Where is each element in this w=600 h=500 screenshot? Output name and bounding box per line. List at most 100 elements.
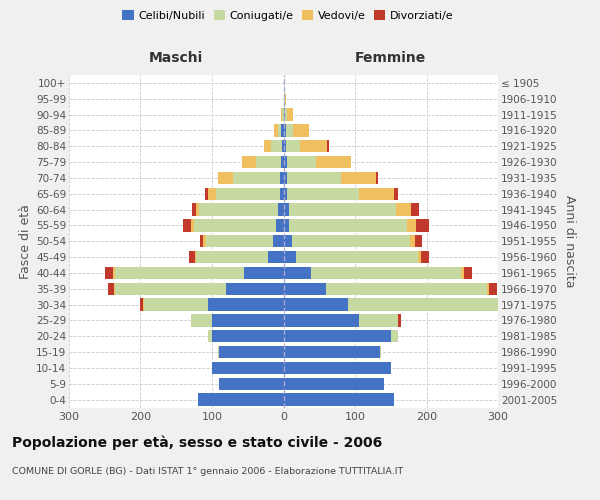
Bar <box>284 314 359 326</box>
Bar <box>203 235 206 248</box>
Bar <box>264 140 271 152</box>
Bar <box>284 251 296 264</box>
Bar <box>212 330 284 342</box>
Bar <box>284 204 289 216</box>
Bar <box>348 298 512 311</box>
Bar <box>285 108 287 121</box>
Bar <box>281 156 284 168</box>
Bar <box>278 124 281 136</box>
Bar <box>189 251 195 264</box>
Bar <box>286 140 300 152</box>
Bar <box>233 172 280 184</box>
Bar <box>512 298 513 311</box>
Text: Femmine: Femmine <box>355 51 427 65</box>
Bar <box>394 188 398 200</box>
Bar <box>256 156 281 168</box>
Bar <box>274 124 278 136</box>
Bar <box>380 346 381 358</box>
Bar <box>274 235 284 248</box>
Bar <box>218 172 233 184</box>
Bar <box>289 219 407 232</box>
Bar <box>226 282 284 295</box>
Bar <box>208 188 215 200</box>
Bar <box>277 219 284 232</box>
Bar <box>144 298 208 311</box>
Bar <box>289 204 396 216</box>
Bar <box>461 266 464 279</box>
Bar <box>284 219 289 232</box>
Bar <box>208 298 284 311</box>
Bar <box>316 156 352 168</box>
Bar <box>140 298 143 311</box>
Bar <box>513 298 516 311</box>
Bar <box>376 172 378 184</box>
Bar <box>287 172 341 184</box>
Bar <box>199 204 278 216</box>
Bar <box>219 346 284 358</box>
Bar <box>284 124 286 136</box>
Bar <box>489 282 497 295</box>
Bar <box>416 219 428 232</box>
Bar <box>412 204 419 216</box>
Bar <box>198 394 284 406</box>
Bar <box>191 219 194 232</box>
Y-axis label: Anni di nascita: Anni di nascita <box>563 195 576 288</box>
Bar <box>407 219 416 232</box>
Bar <box>212 314 284 326</box>
Bar <box>415 235 422 248</box>
Bar <box>115 266 244 279</box>
Bar <box>196 204 199 216</box>
Bar <box>208 330 212 342</box>
Bar <box>215 188 280 200</box>
Bar <box>284 282 326 295</box>
Bar <box>196 251 268 264</box>
Bar <box>487 282 489 295</box>
Bar <box>280 172 284 184</box>
Bar <box>341 172 376 184</box>
Bar <box>280 188 284 200</box>
Y-axis label: Fasce di età: Fasce di età <box>19 204 32 279</box>
Bar <box>143 298 144 311</box>
Bar <box>244 266 284 279</box>
Bar <box>410 235 415 248</box>
Bar <box>284 108 285 121</box>
Bar <box>284 330 391 342</box>
Bar <box>418 251 421 264</box>
Bar <box>282 140 284 152</box>
Bar <box>287 108 293 121</box>
Bar <box>284 140 286 152</box>
Bar <box>242 156 256 168</box>
Bar <box>327 140 329 152</box>
Legend: Celibi/Nubili, Coniugati/e, Vedovi/e, Divorziati/e: Celibi/Nubili, Coniugati/e, Vedovi/e, Di… <box>118 6 458 25</box>
Bar <box>284 188 287 200</box>
Bar <box>287 188 359 200</box>
Bar <box>284 362 391 374</box>
Bar <box>284 156 287 168</box>
Text: Popolazione per età, sesso e stato civile - 2006: Popolazione per età, sesso e stato civil… <box>12 435 382 450</box>
Bar <box>271 140 282 152</box>
Bar <box>105 266 113 279</box>
Bar <box>391 330 398 342</box>
Bar <box>284 172 287 184</box>
Bar <box>109 282 114 295</box>
Bar <box>218 346 219 358</box>
Bar <box>284 92 285 105</box>
Bar <box>359 314 398 326</box>
Bar <box>184 219 191 232</box>
Bar <box>300 140 327 152</box>
Bar <box>287 156 316 168</box>
Bar <box>114 282 115 295</box>
Bar <box>326 282 487 295</box>
Bar <box>282 108 284 121</box>
Bar <box>212 362 284 374</box>
Bar <box>421 251 428 264</box>
Bar <box>281 108 282 121</box>
Bar <box>284 266 311 279</box>
Bar <box>200 235 203 248</box>
Bar <box>113 266 115 279</box>
Bar <box>296 251 418 264</box>
Bar <box>286 124 293 136</box>
Bar <box>284 346 380 358</box>
Bar <box>398 314 401 326</box>
Bar <box>278 204 284 216</box>
